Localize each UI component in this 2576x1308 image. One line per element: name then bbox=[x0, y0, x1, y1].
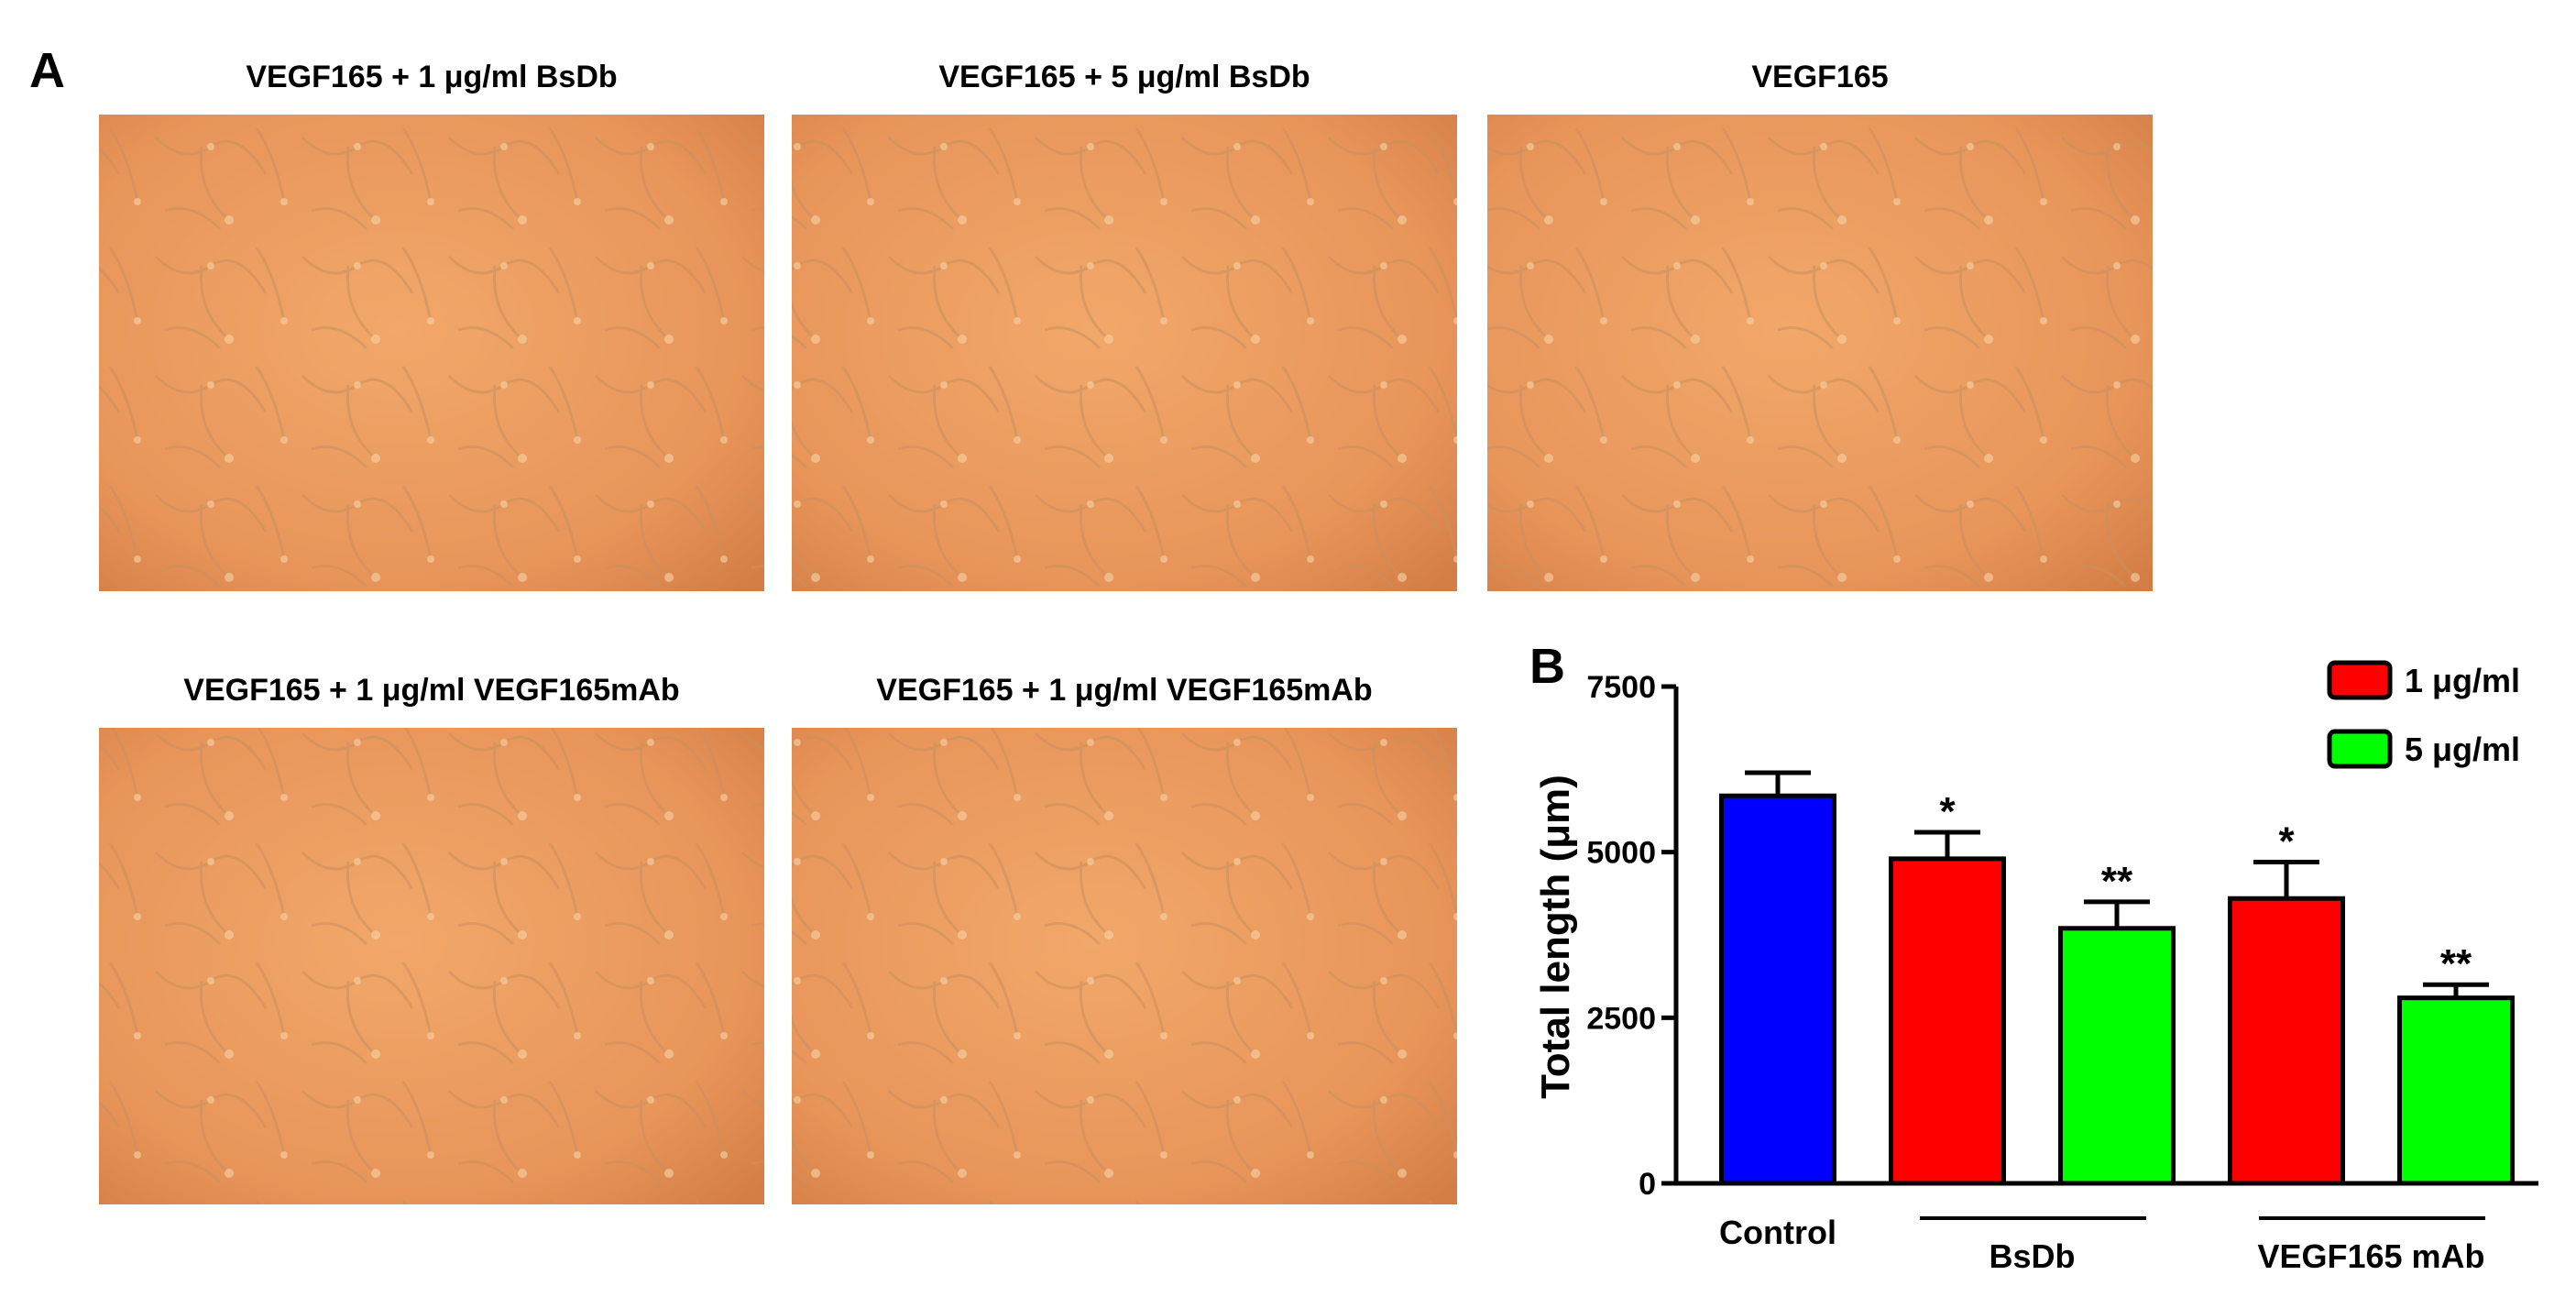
panel-label: B bbox=[1529, 639, 1565, 694]
bar bbox=[2228, 896, 2345, 1186]
bar bbox=[2397, 995, 2515, 1186]
panel-label: A bbox=[29, 43, 65, 98]
y-tick-label: 0 bbox=[1639, 1167, 1656, 1202]
image-title: VEGF165 bbox=[1751, 60, 1888, 94]
image-title: VEGF165 + 1 μg/ml VEGF165mAb bbox=[183, 673, 679, 708]
image-title: VEGF165 + 1 μg/ml VEGF165mAb bbox=[876, 673, 1372, 708]
y-tick-label: 5000 bbox=[1586, 836, 1656, 871]
x-tick-label: Control bbox=[1719, 1214, 1836, 1251]
bar bbox=[1889, 856, 2006, 1186]
legend-label: 5 μg/ml bbox=[2405, 731, 2520, 768]
significance-label: * bbox=[2278, 819, 2295, 864]
micrograph-texture bbox=[99, 728, 764, 1204]
y-tick-label: 7500 bbox=[1586, 670, 1656, 705]
legend-label: 1 μg/ml bbox=[2405, 662, 2520, 699]
y-tick-label: 2500 bbox=[1586, 1001, 1656, 1036]
micrograph-texture bbox=[99, 115, 764, 591]
significance-label: * bbox=[1939, 789, 1956, 834]
x-tick-label: BsDb bbox=[1989, 1237, 2075, 1275]
legend-swatch bbox=[2327, 660, 2393, 700]
image-title: VEGF165 + 5 μg/ml BsDb bbox=[938, 60, 1310, 94]
image-title: VEGF165 + 1 μg/ml BsDb bbox=[246, 60, 617, 94]
significance-label: ** bbox=[2440, 941, 2472, 986]
micrograph-texture bbox=[1487, 115, 2153, 591]
micrograph-texture bbox=[792, 115, 1457, 591]
y-axis-label: Total length (μm) bbox=[1533, 775, 1578, 1099]
bar bbox=[2058, 926, 2176, 1186]
legend-swatch bbox=[2327, 729, 2393, 769]
x-tick-label: VEGF165 mAb bbox=[2257, 1237, 2484, 1275]
micrograph-texture bbox=[792, 728, 1457, 1204]
significance-label: ** bbox=[2101, 859, 2133, 904]
bar bbox=[1719, 793, 1836, 1186]
